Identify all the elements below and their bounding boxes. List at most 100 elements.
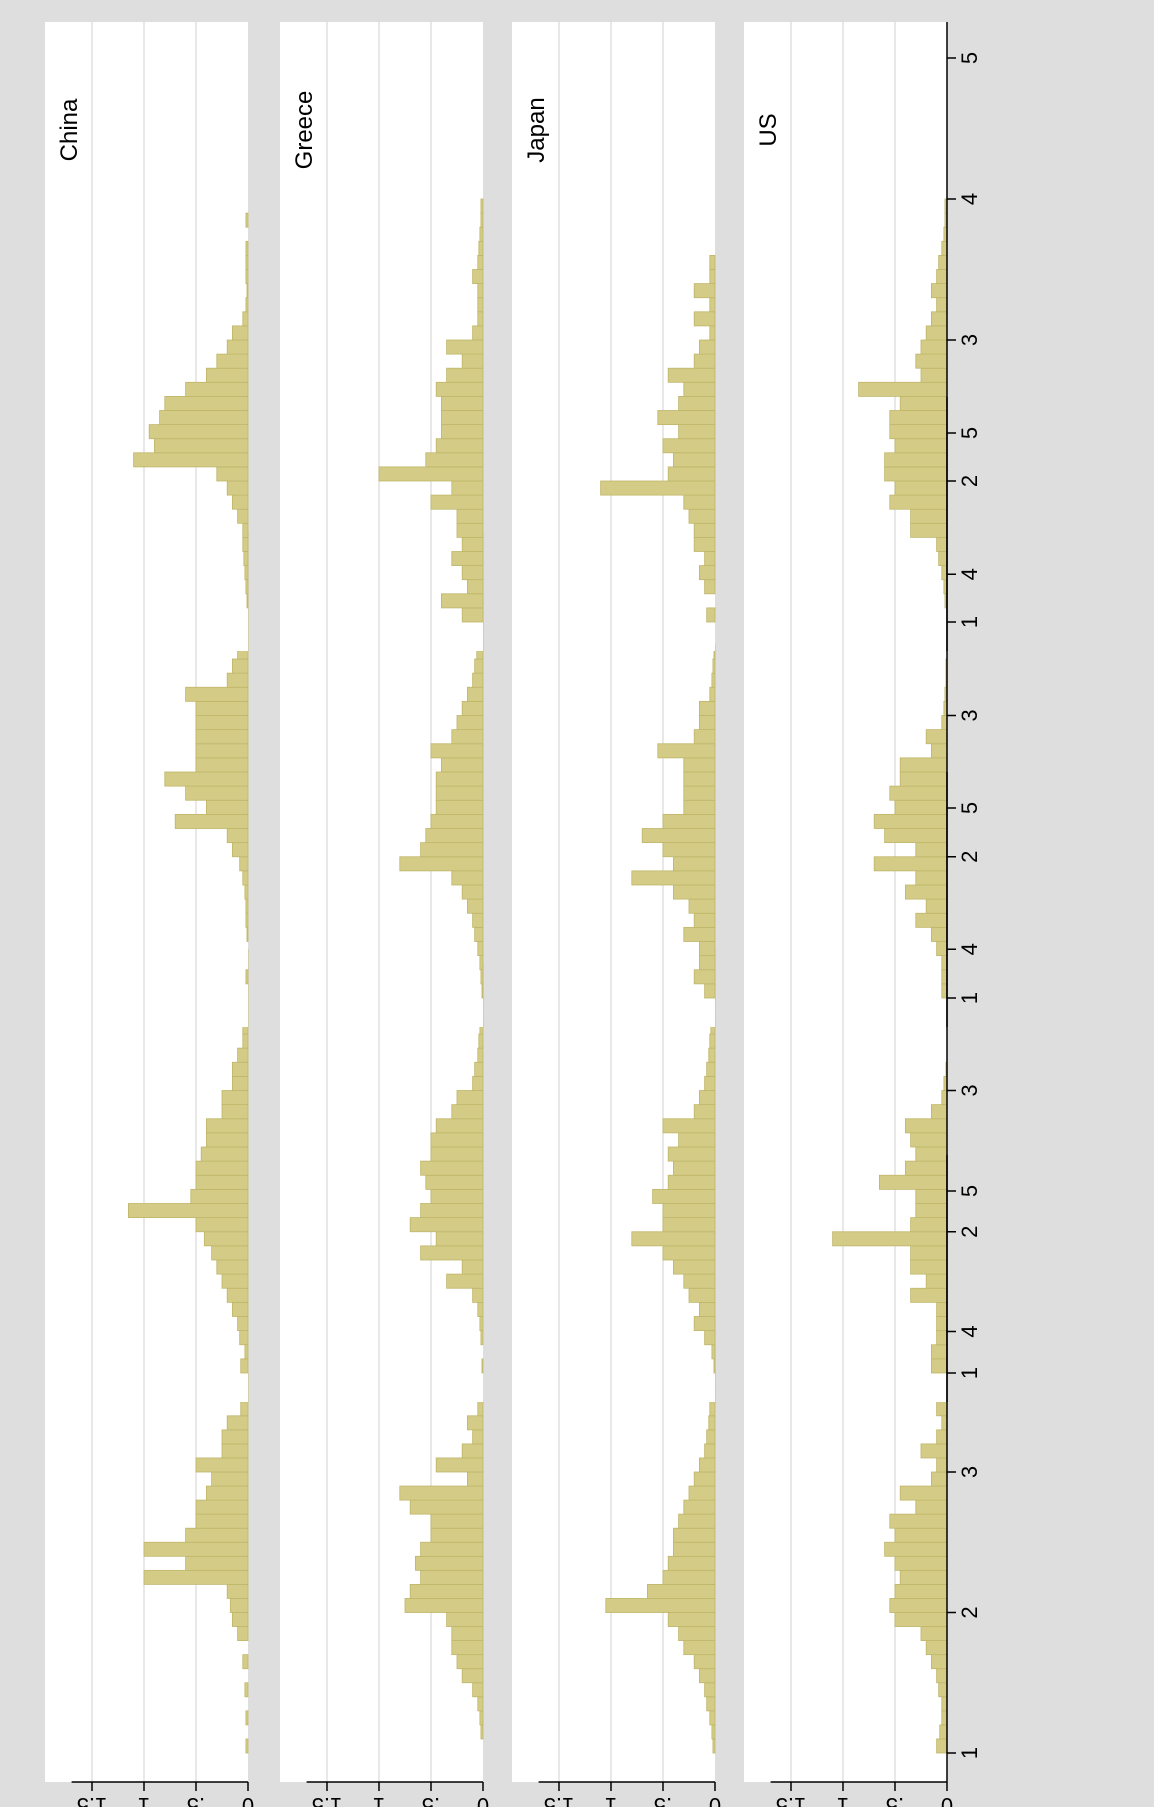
bar <box>409 1499 484 1515</box>
value-axis: 0 .5 1 1.5 <box>538 1781 721 1807</box>
bar <box>143 1541 249 1557</box>
bar <box>910 1287 948 1303</box>
panels-layer: AustraliaBrazilCanadaChinaFranceGermanyG… <box>45 22 948 1782</box>
bar <box>936 269 948 285</box>
panel-china: China <box>45 22 249 651</box>
bar <box>440 395 484 411</box>
bar <box>195 729 249 745</box>
bar <box>931 283 948 299</box>
data-axis-tick-label: 3 <box>957 709 982 721</box>
bar <box>941 955 948 971</box>
bar <box>936 1668 948 1684</box>
bar <box>925 898 948 914</box>
bar <box>185 686 249 702</box>
bar <box>226 828 249 844</box>
bar <box>915 1203 948 1219</box>
bar <box>446 1612 484 1627</box>
data-axis-tick-label: 2 <box>957 1226 982 1238</box>
bar <box>889 1598 948 1613</box>
bar <box>899 1485 948 1501</box>
bar <box>884 1541 948 1557</box>
bar <box>399 856 484 872</box>
bar <box>699 700 716 716</box>
bar <box>931 1344 948 1360</box>
data-axis-tick-label: 1 <box>957 616 982 628</box>
bar <box>440 757 484 773</box>
bar <box>667 1555 716 1571</box>
bar <box>239 856 249 872</box>
bar <box>683 1273 716 1289</box>
bar <box>245 1710 249 1726</box>
bar <box>231 494 249 510</box>
bar <box>678 1513 716 1529</box>
panel-title: US <box>755 113 782 146</box>
bar <box>915 912 948 928</box>
bar <box>936 1401 948 1417</box>
bar <box>709 1033 716 1049</box>
bar <box>246 283 249 299</box>
bar <box>240 1401 249 1417</box>
bar <box>699 941 716 957</box>
bar <box>662 1245 716 1261</box>
bar <box>244 884 249 900</box>
bar <box>461 700 484 716</box>
bar <box>688 898 716 914</box>
bar <box>237 1626 249 1642</box>
bar <box>693 283 716 299</box>
bar <box>446 367 484 383</box>
bar <box>244 1344 249 1360</box>
bar <box>211 1245 249 1261</box>
bar <box>600 480 716 496</box>
bar <box>451 729 484 745</box>
bar <box>931 1471 948 1487</box>
bar <box>894 480 948 496</box>
bar <box>461 1443 484 1459</box>
bar <box>667 1612 716 1627</box>
bar <box>941 983 948 999</box>
bar <box>704 1330 716 1346</box>
bar <box>704 1682 716 1698</box>
bar <box>936 941 948 957</box>
bar <box>190 1188 249 1204</box>
bar <box>174 813 249 829</box>
bar <box>479 955 484 971</box>
bar <box>693 969 716 985</box>
bar <box>221 1104 249 1120</box>
bar <box>699 955 716 971</box>
bar <box>683 799 716 815</box>
bar <box>667 466 716 482</box>
bar <box>195 715 249 731</box>
bar <box>936 1330 948 1346</box>
bar <box>451 480 484 496</box>
bar <box>693 1104 716 1120</box>
bar <box>245 898 249 914</box>
value-axis-tick-label: .5 <box>422 1793 440 1807</box>
bar <box>931 743 948 759</box>
value-axis-tick-label: 0 <box>709 1793 721 1807</box>
bar <box>915 353 948 369</box>
bar <box>894 799 948 815</box>
bar <box>480 198 484 214</box>
bar <box>461 537 484 552</box>
bar <box>435 799 484 815</box>
bar <box>159 410 249 426</box>
bar <box>931 1654 948 1670</box>
bar <box>466 1415 484 1431</box>
bar <box>451 1640 484 1656</box>
bar <box>472 325 484 341</box>
bar <box>652 1188 716 1204</box>
bar <box>243 551 249 567</box>
bar <box>164 395 249 411</box>
bar <box>420 1203 484 1219</box>
bar <box>477 297 484 313</box>
bar <box>910 1259 948 1275</box>
bar <box>693 522 716 538</box>
bar <box>693 353 716 369</box>
bar <box>708 1047 716 1063</box>
bar <box>425 452 484 468</box>
bar <box>910 522 948 538</box>
bar <box>910 1245 948 1261</box>
bar <box>941 240 948 256</box>
bar <box>678 1132 716 1148</box>
bar <box>873 856 948 872</box>
